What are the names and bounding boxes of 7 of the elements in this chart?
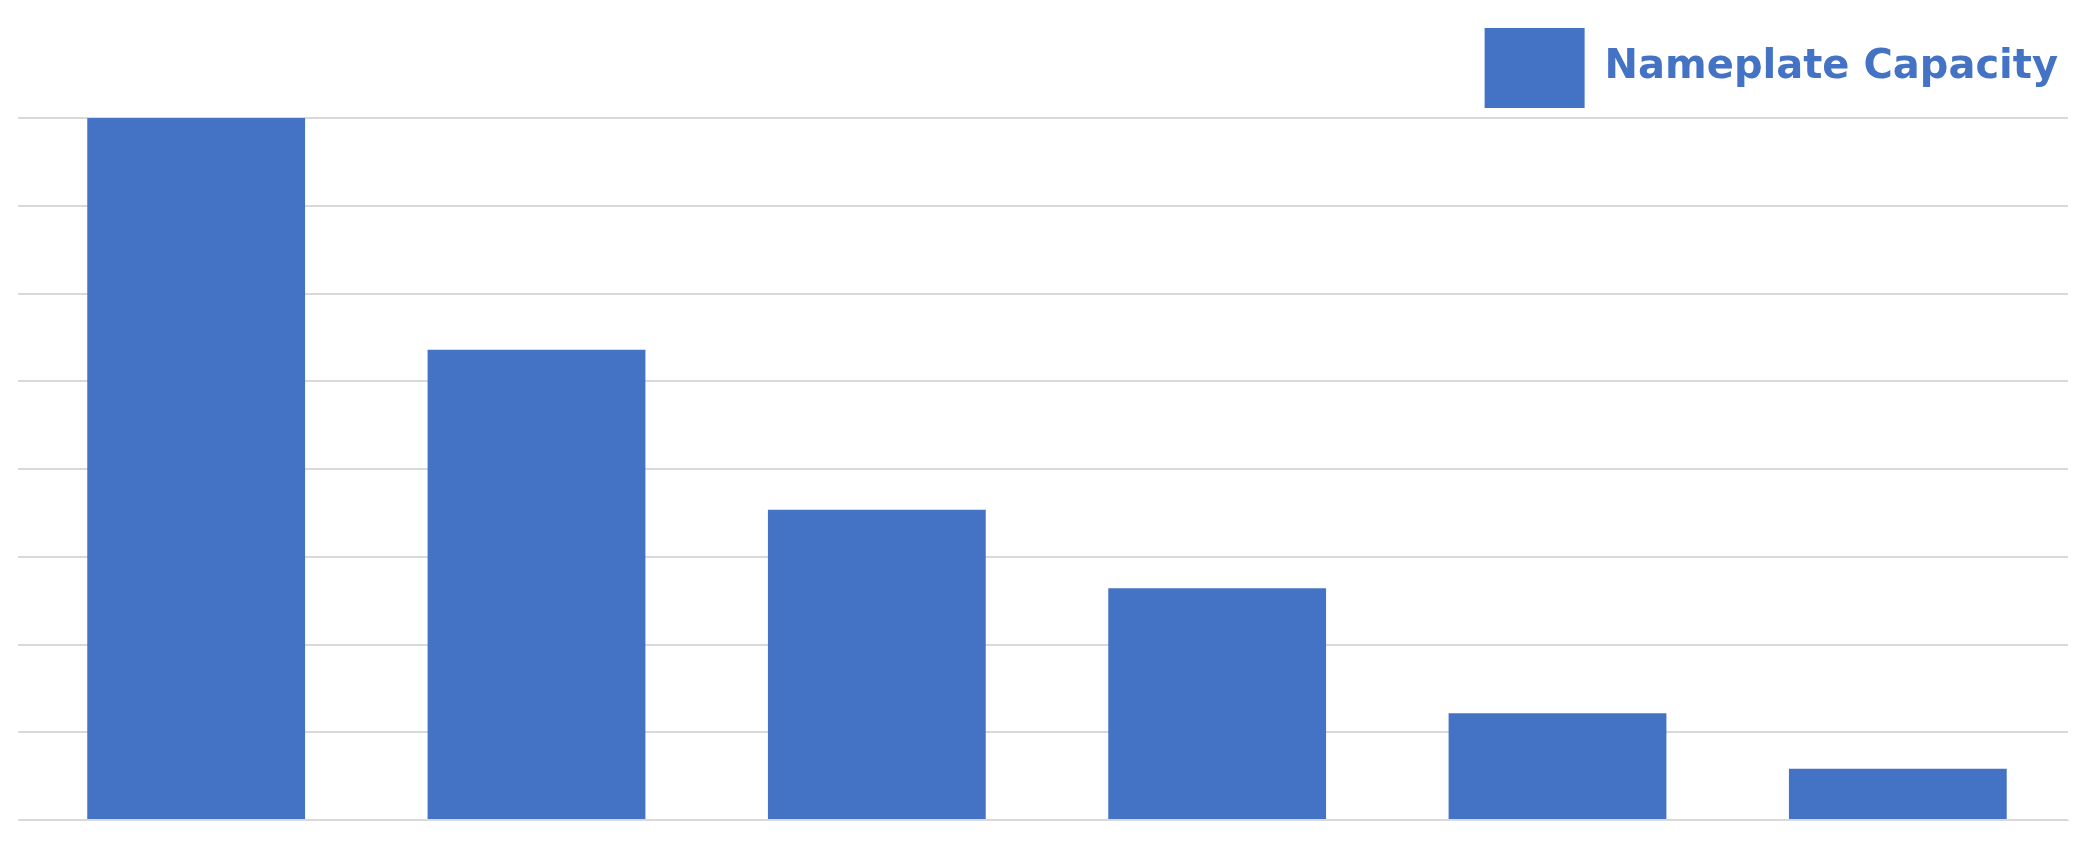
bar [1448, 713, 1667, 819]
legend-label: Nameplate Capacity [1604, 41, 2059, 88]
bar [1108, 588, 1327, 819]
bar [1788, 768, 2007, 819]
bar [767, 509, 986, 819]
bar [87, 118, 306, 819]
bar [427, 349, 646, 819]
